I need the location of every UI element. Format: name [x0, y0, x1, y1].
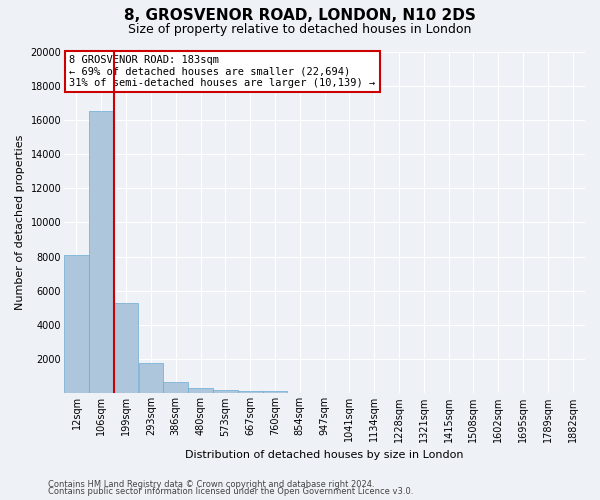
Bar: [263, 391, 287, 394]
Text: Contains public sector information licensed under the Open Government Licence v3: Contains public sector information licen…: [48, 487, 413, 496]
Text: Size of property relative to detached houses in London: Size of property relative to detached ho…: [128, 22, 472, 36]
Text: 8 GROSVENOR ROAD: 183sqm
← 69% of detached houses are smaller (22,694)
31% of se: 8 GROSVENOR ROAD: 183sqm ← 69% of detach…: [69, 55, 376, 88]
Bar: [113, 303, 139, 394]
Bar: [213, 390, 238, 394]
Text: Contains HM Land Registry data © Crown copyright and database right 2024.: Contains HM Land Registry data © Crown c…: [48, 480, 374, 489]
X-axis label: Distribution of detached houses by size in London: Distribution of detached houses by size …: [185, 450, 464, 460]
Y-axis label: Number of detached properties: Number of detached properties: [15, 135, 25, 310]
Bar: [188, 388, 213, 394]
Bar: [139, 362, 163, 394]
Bar: [64, 255, 89, 394]
Bar: [238, 391, 263, 394]
Bar: [163, 382, 188, 394]
Text: 8, GROSVENOR ROAD, LONDON, N10 2DS: 8, GROSVENOR ROAD, LONDON, N10 2DS: [124, 8, 476, 22]
Bar: [89, 112, 113, 394]
